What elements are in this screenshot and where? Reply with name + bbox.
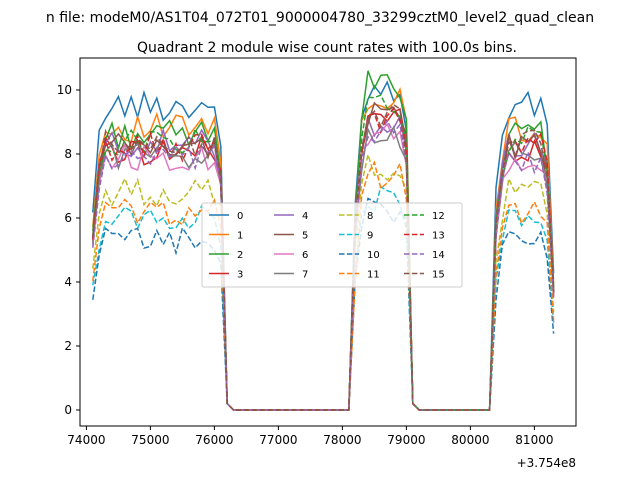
y-tick-label: 10 <box>57 83 72 97</box>
y-axis: 0 2 4 6 8 10 <box>57 83 80 417</box>
axes-frame <box>79 57 577 427</box>
legend-label-4: 4 <box>302 211 308 222</box>
x-tick-label: 81000 <box>515 433 553 447</box>
x-tick-label: 75000 <box>131 433 169 447</box>
y-tick-label: 2 <box>64 339 72 353</box>
legend-label-2: 2 <box>237 250 243 261</box>
legend-label-8: 8 <box>367 211 373 222</box>
legend-label-12: 12 <box>432 211 445 222</box>
legend-label-7: 7 <box>302 270 308 281</box>
legend-label-3: 3 <box>237 270 243 281</box>
x-tick-label: 76000 <box>195 433 233 447</box>
suptitle: n file: modeM0/AS1T04_072T01_9000004780_… <box>46 10 594 26</box>
x-offset-label: +3.754e8 <box>517 456 576 470</box>
x-tick-label: 77000 <box>259 433 297 447</box>
chart-title: Quadrant 2 module wise count rates with … <box>137 40 517 56</box>
legend-label-11: 11 <box>367 270 380 281</box>
x-tick-label: 74000 <box>67 433 105 447</box>
x-tick-label: 79000 <box>387 433 425 447</box>
series-line-15 <box>92 103 555 411</box>
legend-label-1: 1 <box>237 231 243 242</box>
y-tick-label: 4 <box>64 275 72 289</box>
legend-box <box>201 202 463 288</box>
legend-label-15: 15 <box>432 270 445 281</box>
y-tick-label: 8 <box>64 147 72 161</box>
x-tick-label: 78000 <box>323 433 361 447</box>
x-axis: 74000 75000 76000 77000 78000 79000 80000 81000 <box>67 426 553 447</box>
legend-label-0: 0 <box>237 211 243 222</box>
y-tick-label: 0 <box>64 403 72 417</box>
legend-label-9: 9 <box>367 231 373 242</box>
legend-label-13: 13 <box>432 231 445 242</box>
legend-label-6: 6 <box>302 250 308 261</box>
legend-label-10: 10 <box>367 250 380 261</box>
legend-label-5: 5 <box>302 231 308 242</box>
y-tick-label: 6 <box>64 211 72 225</box>
series-layer <box>92 70 555 411</box>
legend-label-14: 14 <box>432 250 445 261</box>
x-tick-label: 80000 <box>451 433 489 447</box>
